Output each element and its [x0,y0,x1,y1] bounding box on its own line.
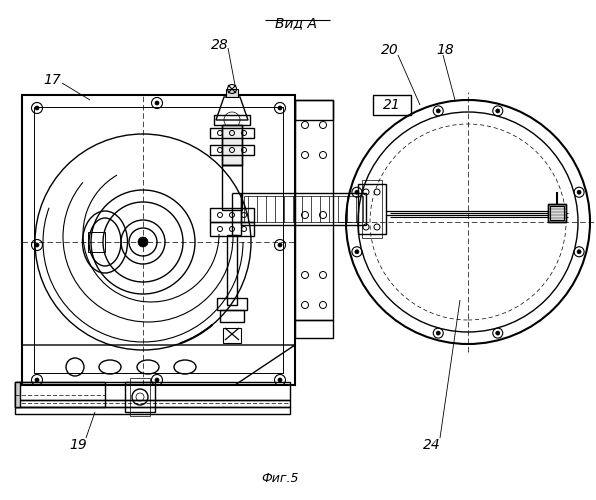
Bar [210,208,254,222]
Circle shape [35,106,39,110]
Bar [223,328,241,343]
Circle shape [355,250,359,254]
Circle shape [436,331,440,335]
Bar [222,165,242,210]
Circle shape [155,378,159,382]
Text: 20: 20 [381,43,399,57]
Bar [222,125,242,165]
Bar [295,320,333,338]
Circle shape [496,331,500,335]
Bar [15,382,290,400]
Bar [550,206,564,220]
Bar [22,95,295,385]
Bar [15,400,290,407]
Bar [373,95,411,115]
Bar [15,382,105,407]
Bar [295,100,333,120]
Bar [358,184,386,234]
Circle shape [138,237,148,247]
Bar [217,298,247,310]
Bar [222,125,242,165]
Bar [214,115,250,125]
Circle shape [278,378,282,382]
Circle shape [577,250,581,254]
Bar [210,145,254,155]
Circle shape [436,109,440,113]
Bar [210,222,254,236]
Text: 19: 19 [69,438,87,452]
Text: Фиг.5: Фиг.5 [261,472,299,484]
Text: 18: 18 [436,43,454,57]
Bar [34,107,283,373]
Circle shape [278,243,282,247]
Bar [220,310,244,322]
Bar [295,100,333,320]
Bar [88,232,105,252]
Text: 28: 28 [211,38,229,52]
Circle shape [35,243,39,247]
Text: 21: 21 [383,98,401,112]
Bar [130,378,150,416]
Circle shape [35,378,39,382]
Circle shape [496,109,500,113]
Bar [226,89,238,97]
Bar [125,382,155,412]
Bar [227,235,237,305]
Text: 17: 17 [43,73,61,87]
Circle shape [155,101,159,105]
Text: 24: 24 [423,438,441,452]
Circle shape [278,106,282,110]
Bar [548,204,566,222]
Bar [244,196,363,222]
Text: Вид А: Вид А [275,16,317,30]
Bar [362,180,382,238]
Bar [15,382,20,407]
Bar [15,407,290,414]
Bar [241,193,366,225]
Circle shape [577,190,581,194]
Bar [548,204,566,222]
Circle shape [355,190,359,194]
Bar [210,128,254,138]
